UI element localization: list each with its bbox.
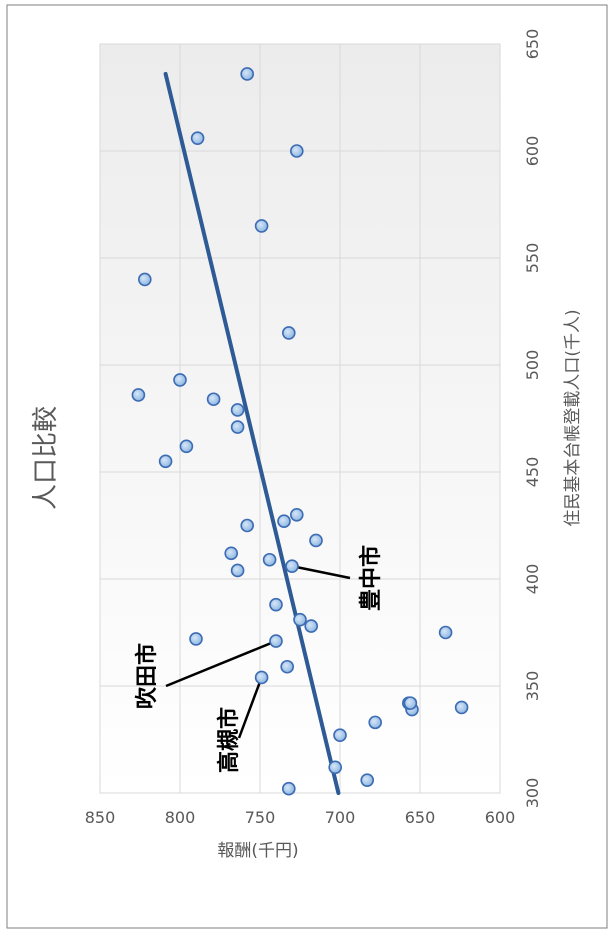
y-axis-title: 報酬(千円) xyxy=(217,841,298,861)
data-point xyxy=(289,144,304,158)
data-point xyxy=(131,388,146,402)
x-tick-label: 650 xyxy=(523,29,542,60)
data-point xyxy=(438,625,453,640)
data-point xyxy=(158,454,173,469)
data-point xyxy=(190,131,205,145)
x-tick-label: 300 xyxy=(523,778,542,809)
data-point xyxy=(240,67,254,81)
data-point xyxy=(254,670,269,685)
x-tick-label: 600 xyxy=(523,136,542,167)
x-tick-label: 400 xyxy=(523,564,542,595)
data-point xyxy=(254,219,269,233)
data-point xyxy=(206,392,221,407)
plot-border xyxy=(99,43,501,794)
data-points xyxy=(131,67,469,796)
data-point xyxy=(230,563,245,578)
annotation-takatsuki: 高槻市 xyxy=(216,707,242,773)
data-point xyxy=(262,552,277,567)
data-point xyxy=(333,728,347,743)
data-point xyxy=(293,612,307,627)
y-tick-label: 700 xyxy=(325,808,356,827)
data-point xyxy=(189,632,203,646)
y-tick-labels: 600 650 700 750 800 850 xyxy=(85,808,516,827)
data-point xyxy=(304,619,319,633)
plot-area xyxy=(100,44,500,793)
y-tick-label: 600 xyxy=(485,808,516,827)
y-tick-label: 650 xyxy=(405,808,436,827)
data-point xyxy=(403,696,418,710)
x-tick-label: 450 xyxy=(523,457,542,488)
annotation-suita: 吹田市 xyxy=(134,643,160,709)
y-tick-label: 850 xyxy=(85,808,116,827)
chart-title: 人口比較 xyxy=(31,406,61,510)
x-tick-labels: 300 350 400 450 500 550 600 650 xyxy=(523,29,542,809)
data-point xyxy=(281,781,296,796)
data-point xyxy=(454,700,469,715)
data-point xyxy=(230,420,245,434)
x-tick-label: 500 xyxy=(523,350,542,381)
data-point xyxy=(173,373,187,387)
y-tick-label: 800 xyxy=(165,808,196,827)
x-tick-label: 550 xyxy=(523,243,542,274)
annotation-leaders xyxy=(165,564,351,739)
annotation-leader-line xyxy=(237,677,263,739)
data-point xyxy=(289,507,304,522)
data-point xyxy=(328,760,343,775)
data-point xyxy=(360,773,375,787)
x-axis-title: 住民基本台帳登載人口(千人) xyxy=(563,309,583,526)
annotation-toyonaka: 豊中市 xyxy=(358,545,384,611)
data-point xyxy=(269,634,283,648)
data-point xyxy=(179,439,194,454)
data-point xyxy=(285,559,299,573)
data-point xyxy=(280,659,295,674)
x-tick-label: 350 xyxy=(523,671,542,702)
annotation-leader-line xyxy=(291,564,351,580)
trend-line xyxy=(163,71,341,795)
data-point xyxy=(269,597,283,612)
annotation-leader-line xyxy=(165,639,277,688)
data-point xyxy=(240,518,254,533)
data-point xyxy=(138,272,152,287)
data-point xyxy=(281,326,296,340)
data-point xyxy=(368,715,383,730)
data-point xyxy=(230,403,245,417)
data-point xyxy=(309,533,323,548)
y-tick-label: 750 xyxy=(245,808,276,827)
data-point xyxy=(224,546,238,561)
data-point xyxy=(277,514,291,529)
